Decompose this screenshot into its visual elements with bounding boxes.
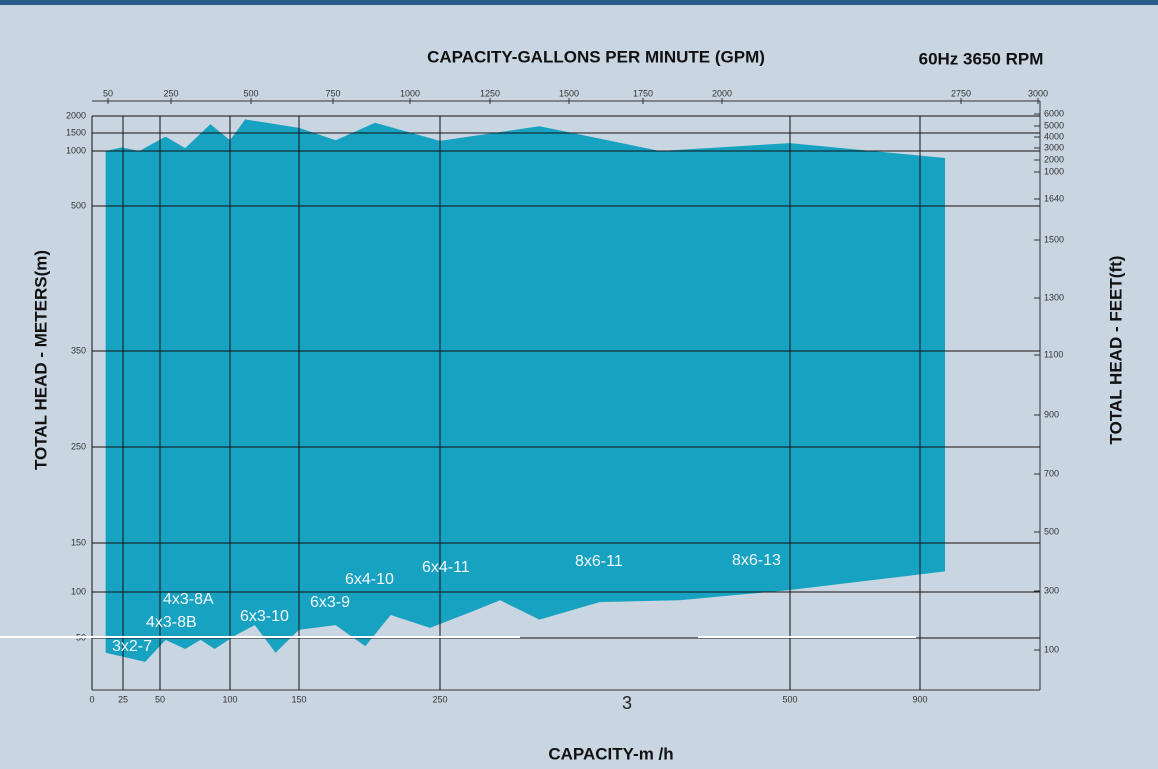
coverage-area	[105, 119, 946, 662]
pump-label: 6x4-10	[345, 571, 394, 588]
y-tick-label: 2000	[66, 110, 86, 120]
chart-title: CAPACITY-GALLONS PER MINUTE (GPM)	[427, 47, 765, 66]
x-axis-label: CAPACITY-m /h	[548, 744, 673, 763]
pump-label: 6x3-10	[240, 608, 289, 625]
pump-label: 4x3-8A	[163, 591, 214, 608]
x2-tick-label: 750	[325, 88, 340, 98]
y-tick-label: 500	[71, 200, 86, 210]
x-tick-label: 500	[782, 694, 797, 704]
y2-tick-label: 2000	[1044, 154, 1064, 164]
y2-tick-label: 700	[1044, 468, 1059, 478]
x-tick-label: 900	[912, 694, 927, 704]
y-tick-label: 1000	[66, 145, 86, 155]
x2-tick-label: 1750	[633, 88, 653, 98]
y2-tick-label: 900	[1044, 409, 1059, 419]
y-tick-label: 350	[71, 345, 86, 355]
y-tick-label: 250	[71, 441, 86, 451]
y2-tick-label: 3000	[1044, 142, 1064, 152]
x2-tick-label: 2000	[712, 88, 732, 98]
y2-tick-label: 100	[1044, 644, 1059, 654]
pump-label: 8x6-13	[732, 552, 781, 569]
x-tick-label: 150	[291, 694, 306, 704]
x2-tick-label: 1000	[400, 88, 420, 98]
y-axis-label: TOTAL HEAD - METERS(m)	[31, 250, 50, 470]
x-tick-label: 250	[432, 694, 447, 704]
top-border	[0, 0, 1158, 5]
pump-label: 4x3-8B	[146, 614, 197, 631]
pump-label: 8x6-11	[575, 553, 623, 570]
y2-tick-label: 1640	[1044, 193, 1064, 203]
pump-label: 3x2-7	[112, 638, 152, 655]
pump-label: 6x3-9	[310, 594, 350, 611]
x2-tick-label: 50	[103, 88, 113, 98]
x2-tick-label: 1500	[559, 88, 579, 98]
x-tick-label: 0	[89, 694, 94, 704]
x2-tick-label: 3000	[1028, 88, 1048, 98]
y2-tick-label: 4000	[1044, 131, 1064, 141]
y2-tick-label: 1100	[1044, 349, 1063, 359]
y2-tick-label: 1500	[1044, 234, 1064, 244]
x-tick-label: 25	[118, 694, 128, 704]
y2-tick-label: 5000	[1044, 120, 1064, 130]
y-tick-label: 100	[71, 586, 86, 596]
x-tick-label: 50	[155, 694, 165, 704]
x-tick-label: 100	[222, 694, 237, 704]
x2-tick-label: 1250	[480, 88, 500, 98]
x2-tick-label: 2750	[951, 88, 971, 98]
y2-tick-label: 6000	[1044, 108, 1064, 118]
chart-subtitle: 60Hz 3650 RPM	[919, 49, 1044, 68]
y2-tick-label: 500	[1044, 526, 1059, 536]
y2-axis-label: TOTAL HEAD - FEET(ft)	[1106, 256, 1125, 445]
y-tick-label: 150	[71, 537, 86, 547]
y-tick-label: 1500	[66, 127, 86, 137]
x2-tick-label: 250	[163, 88, 178, 98]
pump-label: 6x4-11	[422, 559, 470, 576]
x2-tick-label: 500	[243, 88, 258, 98]
y2-tick-label: 300	[1044, 585, 1059, 595]
page-number: 3	[622, 693, 632, 713]
y2-tick-label: 1000	[1044, 166, 1064, 176]
y2-tick-label: 1300	[1044, 292, 1064, 302]
